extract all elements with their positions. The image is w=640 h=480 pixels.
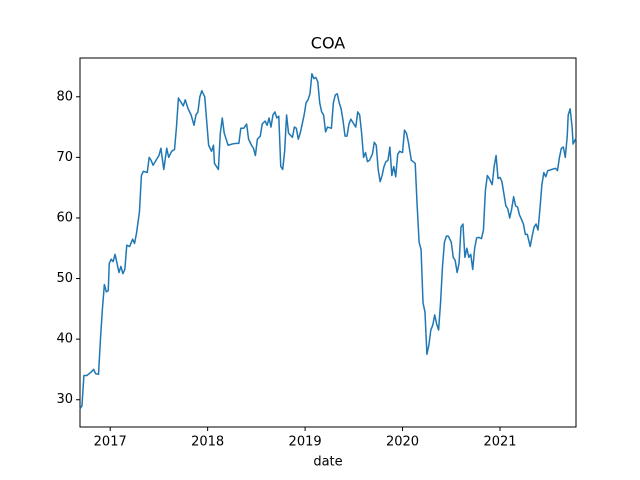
plot-frame [79,57,577,428]
x-tick-label: 2019 [289,435,322,450]
y-tick-label: 60 [56,210,73,225]
series-line [79,73,577,410]
y-tick-label: 80 [56,89,73,104]
x-tick-label: 2018 [191,435,224,450]
x-tick-label: 2020 [386,435,419,450]
x-tick-label: 2021 [483,435,516,450]
x-tick-label: 2017 [94,435,127,450]
y-tick-label: 50 [56,271,73,286]
chart-title: COA [311,34,345,53]
y-tick-label: 30 [56,392,73,407]
y-tick-label: 70 [56,150,73,165]
x-axis-label: date [313,455,342,470]
y-tick-label: 40 [56,332,73,347]
